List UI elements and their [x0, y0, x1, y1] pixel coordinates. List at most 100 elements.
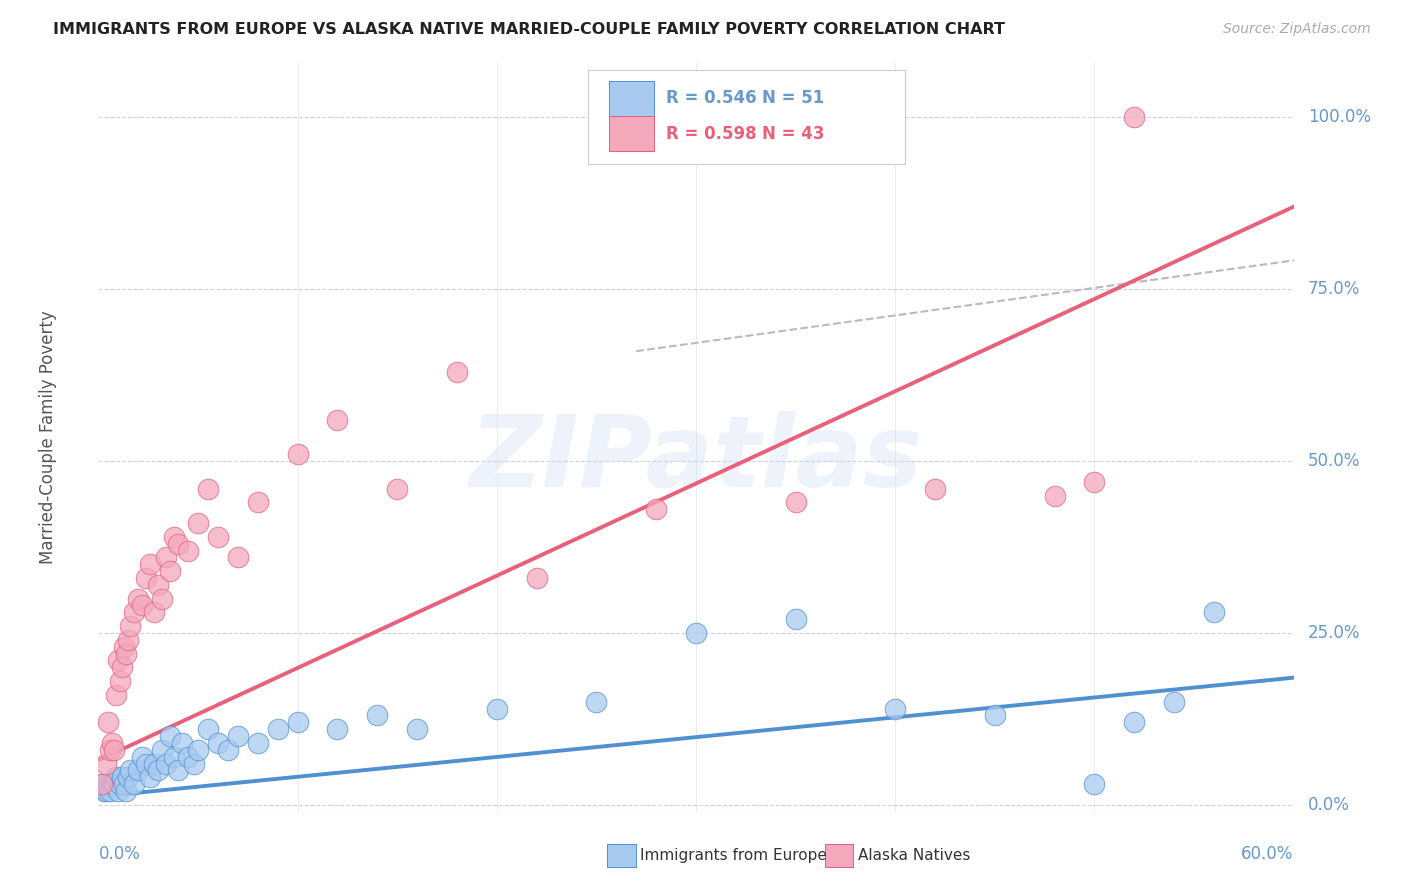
Point	[187, 516, 209, 530]
Point	[366, 708, 388, 723]
Point	[326, 413, 349, 427]
Text: 25.0%: 25.0%	[1308, 624, 1361, 642]
Point	[1123, 715, 1146, 730]
Point	[139, 558, 162, 572]
Point	[131, 599, 153, 613]
Point	[135, 571, 157, 585]
Text: IMMIGRANTS FROM EUROPE VS ALASKA NATIVE MARRIED-COUPLE FAMILY POVERTY CORRELATIO: IMMIGRANTS FROM EUROPE VS ALASKA NATIVE …	[53, 22, 1005, 37]
Text: 60.0%: 60.0%	[1241, 846, 1294, 863]
Point	[287, 447, 309, 461]
Point	[1083, 777, 1105, 791]
Point	[117, 632, 139, 647]
Point	[177, 543, 200, 558]
Point	[135, 756, 157, 771]
Point	[1202, 606, 1225, 620]
Point	[1083, 475, 1105, 489]
Point	[385, 482, 409, 496]
Text: 50.0%: 50.0%	[1308, 452, 1360, 470]
Point	[197, 723, 219, 737]
Text: N = 43: N = 43	[762, 125, 824, 143]
Point	[150, 591, 173, 606]
Point	[167, 764, 190, 778]
Point	[155, 756, 177, 771]
Point	[1123, 111, 1146, 125]
Point	[127, 591, 149, 606]
Point	[115, 784, 138, 798]
Point	[645, 502, 668, 516]
Point	[107, 653, 129, 667]
Point	[101, 777, 124, 791]
Point	[112, 777, 135, 791]
Point	[93, 784, 115, 798]
Point	[163, 749, 186, 764]
Point	[98, 784, 122, 798]
Text: Immigrants from Europe: Immigrants from Europe	[640, 848, 827, 863]
Point	[884, 701, 907, 715]
Point	[96, 784, 118, 798]
Text: 75.0%: 75.0%	[1308, 280, 1360, 298]
Point	[91, 777, 114, 791]
Point	[585, 695, 607, 709]
Point	[115, 647, 138, 661]
Point	[105, 688, 128, 702]
Point	[446, 365, 468, 379]
Point	[143, 606, 166, 620]
Point	[226, 729, 249, 743]
FancyBboxPatch shape	[609, 116, 654, 151]
Point	[155, 550, 177, 565]
Point	[124, 777, 146, 791]
Point	[163, 530, 186, 544]
Text: 0.0%: 0.0%	[1308, 796, 1350, 814]
Point	[139, 770, 162, 784]
Point	[187, 743, 209, 757]
Point	[97, 777, 120, 791]
Text: Alaska Natives: Alaska Natives	[858, 848, 970, 863]
Text: Source: ZipAtlas.com: Source: ZipAtlas.com	[1223, 22, 1371, 37]
Text: R = 0.598: R = 0.598	[666, 125, 756, 143]
Point	[226, 550, 249, 565]
Point	[172, 736, 194, 750]
Point	[91, 777, 114, 791]
Point	[110, 777, 132, 791]
Point	[103, 777, 125, 791]
Point	[267, 723, 290, 737]
Point	[148, 764, 170, 778]
Text: 100.0%: 100.0%	[1308, 109, 1371, 127]
Point	[785, 612, 807, 626]
Text: ZIPatlas: ZIPatlas	[470, 411, 922, 508]
Text: 0.0%: 0.0%	[98, 846, 141, 863]
Point	[120, 619, 142, 633]
Point	[143, 756, 166, 771]
Point	[98, 743, 122, 757]
Point	[127, 764, 149, 778]
Text: Married-Couple Family Poverty: Married-Couple Family Poverty	[39, 310, 58, 564]
Point	[117, 770, 139, 784]
Text: N = 51: N = 51	[762, 89, 824, 107]
Point	[103, 743, 125, 757]
Point	[183, 756, 205, 771]
Point	[924, 482, 946, 496]
Text: R = 0.546: R = 0.546	[666, 89, 756, 107]
Point	[1043, 489, 1066, 503]
Point	[131, 749, 153, 764]
Point	[124, 606, 146, 620]
Point	[1163, 695, 1185, 709]
Point	[246, 495, 269, 509]
Point	[984, 708, 1007, 723]
Point	[97, 715, 120, 730]
Point	[406, 723, 429, 737]
Point	[785, 495, 807, 509]
Point	[526, 571, 548, 585]
Point	[112, 640, 135, 654]
Point	[107, 784, 129, 798]
Point	[207, 736, 229, 750]
Point	[159, 564, 181, 578]
Point	[685, 626, 707, 640]
Point	[217, 743, 239, 757]
Point	[287, 715, 309, 730]
Point	[207, 530, 229, 544]
Point	[105, 770, 128, 784]
Point	[120, 764, 142, 778]
Point	[159, 729, 181, 743]
Point	[148, 578, 170, 592]
